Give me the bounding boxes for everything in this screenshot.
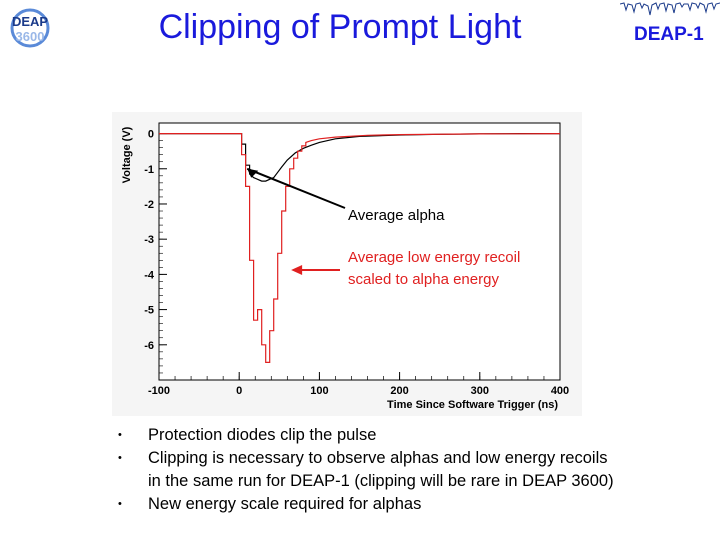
deap-3600-logo: DEAP 3600 (10, 8, 50, 48)
recoil-trace (159, 133, 561, 363)
recoil-arrow-head (291, 265, 303, 275)
bullet-text: Clipping is necessary to observe alphas … (148, 449, 608, 467)
bullet-item: • New energy scale required for alphas (112, 493, 712, 516)
alpha-arrow-head (247, 168, 259, 178)
x-tick-label: 400 (551, 385, 569, 397)
logo-text-bottom: 3600 (16, 29, 45, 44)
y-tick-label: -5 (144, 305, 154, 317)
waveform-strip-icon (620, 2, 720, 16)
logo-text-top: DEAP (12, 14, 48, 29)
y-axis-title: Voltage (V) (121, 126, 133, 183)
bullet-item: • Clipping is necessary to observe alphas… (112, 447, 712, 470)
x-tick-label: 100 (310, 385, 328, 397)
y-tick-label: -3 (144, 234, 154, 246)
x-tick-label: -100 (148, 385, 170, 397)
bullet-text: Protection diodes clip the pulse (148, 426, 377, 444)
plot-area (158, 122, 561, 381)
y-tick-label: -2 (144, 199, 154, 211)
bullet-marker: • (118, 498, 122, 510)
alpha-arrow-line (246, 167, 346, 209)
bullet-text: in the same run for DEAP-1 (clipping wil… (148, 472, 614, 490)
bullet-text: New energy scale required for alphas (148, 495, 422, 513)
recoil-annotation-line-2: scaled to alpha energy (348, 271, 499, 288)
bullet-item: in the same run for DEAP-1 (clipping wil… (112, 470, 712, 493)
x-axis-title: Time Since Software Trigger (ns) (387, 399, 558, 411)
bullet-marker: • (118, 429, 122, 441)
slide-title: Clipping of Prompt Light (158, 8, 522, 46)
y-tick-label: -4 (144, 269, 155, 281)
recoil-annotation-line-1: Average low energy recoil (348, 249, 520, 266)
bullet-marker (112, 470, 148, 493)
bullet-list: • Protection diodes clip the pulse • Clippi… (112, 424, 712, 516)
x-tick-label: 200 (390, 385, 408, 397)
y-tick-label: 0 (148, 129, 154, 141)
y-tick-label: -1 (144, 164, 154, 176)
deap-1-badge: DEAP-1 (634, 24, 704, 45)
bullet-marker: • (118, 452, 122, 464)
x-tick-label: 0 (236, 385, 242, 397)
x-tick-label: 300 (471, 385, 489, 397)
alpha-annotation-label: Average alpha (348, 207, 445, 224)
bullet-item: • Protection diodes clip the pulse (112, 424, 712, 447)
y-tick-label: -6 (144, 340, 154, 352)
